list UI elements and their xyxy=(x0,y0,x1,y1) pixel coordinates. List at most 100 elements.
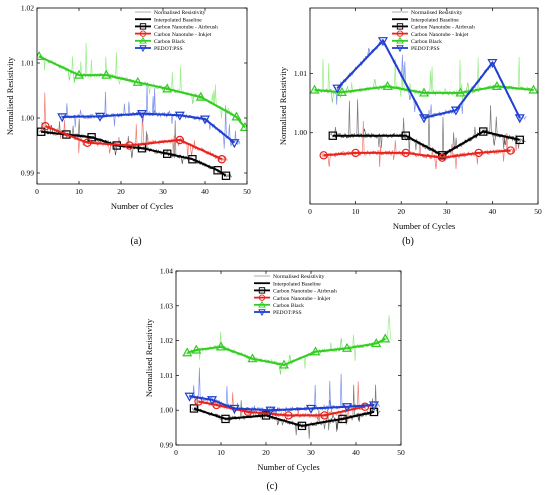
x-axis-label: Number of Cycles xyxy=(257,462,319,472)
data-point xyxy=(162,83,173,93)
chart-panel-1: 0 10 20 30 40 50 0.99 1.00 1.01 1.02 Number of Cyc… xyxy=(5,4,251,248)
x-tick-label: 0 xyxy=(308,207,312,216)
data-point xyxy=(229,139,240,149)
data-point xyxy=(305,404,317,414)
data-point xyxy=(278,359,290,369)
data-point xyxy=(136,109,148,120)
raw-trace xyxy=(43,92,228,163)
y-tick-label: 1.01 xyxy=(160,371,173,380)
baseline-line xyxy=(323,149,511,159)
series-carbon-nanotube-inkjet xyxy=(194,397,370,420)
data-point xyxy=(265,406,276,416)
x-tick-label: 10 xyxy=(75,187,83,196)
data-point xyxy=(189,404,199,413)
baseline-line xyxy=(187,338,386,367)
series-carbon-nanotube-airbrush xyxy=(37,127,231,180)
data-point xyxy=(231,111,242,121)
series-carbon-black xyxy=(182,333,391,369)
series-pedot-pss xyxy=(57,109,240,149)
legend-label: Carbon Nanotube - Airbrush xyxy=(411,25,475,31)
plot-area xyxy=(37,42,247,180)
legend-label: Carbon Black xyxy=(411,39,442,45)
legend-label: PEDOT:PSS xyxy=(273,310,302,316)
x-tick-label: 10 xyxy=(352,207,360,216)
data-point xyxy=(336,86,347,96)
series-pedot-pss xyxy=(332,37,525,124)
panel-label: (c) xyxy=(266,481,277,492)
baseline-line xyxy=(336,39,521,120)
raw-trace xyxy=(184,314,392,369)
baseline-line xyxy=(193,407,375,427)
chart-panel-3: 0 10 20 30 40 50 0.99 1.00 1.01 1.02 1.03 1.04 Numbe… xyxy=(144,267,405,493)
data-point xyxy=(221,171,231,180)
y-tick-label: 1.00 xyxy=(294,128,307,137)
y-axis-label: Normalised Resistivity xyxy=(5,56,15,135)
data-point xyxy=(247,353,258,363)
plot-area xyxy=(182,314,392,439)
legend-label: Normalised Resistivity xyxy=(273,274,325,280)
legend-marker xyxy=(139,45,147,53)
legend-marker xyxy=(396,45,404,53)
data-point xyxy=(418,114,430,124)
noise-trace xyxy=(45,124,222,160)
legend-label: PEDOT:PSS xyxy=(411,46,440,52)
x-axis-label: Number of Cycles xyxy=(111,201,173,211)
data-point xyxy=(377,37,388,47)
data-point xyxy=(213,166,222,175)
baseline-line xyxy=(45,125,223,161)
y-tick-label: 1.00 xyxy=(21,114,34,123)
series-carbon-black xyxy=(310,80,538,97)
data-point xyxy=(506,146,515,155)
legend-label: Carbon Nanotube - Inkjet xyxy=(154,32,212,38)
legend-marker xyxy=(139,30,147,37)
legend-marker xyxy=(258,300,266,308)
x-tick-label: 10 xyxy=(217,448,225,457)
data-point xyxy=(328,131,338,140)
y-tick-label: 1.04 xyxy=(160,267,173,276)
data-point xyxy=(87,133,96,142)
y-tick-label: 1.01 xyxy=(21,59,34,68)
legend-label: Carbon Black xyxy=(154,39,185,45)
data-point xyxy=(125,141,134,150)
legend-marker xyxy=(396,23,404,30)
y-tick-label: 1.00 xyxy=(160,406,173,415)
data-point xyxy=(188,155,197,164)
data-point xyxy=(206,396,218,406)
data-point xyxy=(491,80,502,91)
data-point xyxy=(514,114,525,124)
data-point xyxy=(62,130,71,139)
legend-marker xyxy=(396,30,404,37)
baseline-line xyxy=(62,112,236,144)
data-point xyxy=(221,414,230,424)
y-tick-label: 1.01 xyxy=(294,69,307,78)
data-point xyxy=(371,337,382,347)
legend-marker xyxy=(396,36,404,44)
data-point xyxy=(182,347,193,357)
x-tick-label: 50 xyxy=(534,207,542,216)
data-point xyxy=(101,69,112,79)
data-point xyxy=(382,80,393,91)
x-tick-label: 30 xyxy=(307,448,315,457)
legend-marker xyxy=(258,287,266,294)
data-point xyxy=(132,76,143,86)
x-tick-label: 30 xyxy=(443,207,451,216)
data-point xyxy=(174,111,185,121)
plot-area xyxy=(310,37,538,170)
y-axis-label: Normalised Resistivity xyxy=(278,66,288,145)
data-point xyxy=(338,414,347,424)
axes-frame xyxy=(309,7,539,205)
legend-label: Carbon Nanotube - Inkjet xyxy=(273,296,331,302)
data-point xyxy=(284,411,293,420)
data-point xyxy=(319,151,328,160)
data-point xyxy=(455,87,466,97)
raw-trace xyxy=(191,384,381,439)
x-tick-label: 0 xyxy=(35,187,39,196)
axes-frame xyxy=(175,270,402,446)
series-carbon-nanotube-airbrush xyxy=(328,127,524,160)
data-point xyxy=(341,403,353,413)
data-point xyxy=(351,148,360,158)
data-point xyxy=(310,84,320,94)
